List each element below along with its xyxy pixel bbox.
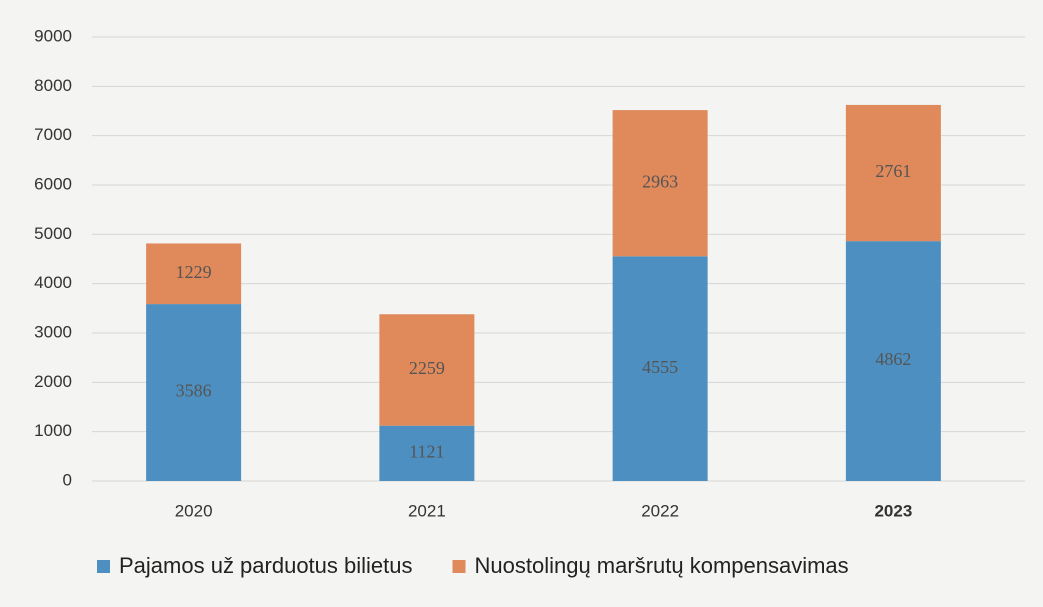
- bar-segment: [146, 243, 242, 305]
- y-tick-label: 1000: [34, 421, 72, 440]
- y-tick-label: 3000: [34, 322, 72, 341]
- bar-segment: [379, 425, 475, 481]
- y-tick-label: 2000: [34, 372, 72, 391]
- legend-swatch: [97, 560, 110, 573]
- bar-segment: [379, 314, 475, 426]
- data-label: 2963: [642, 171, 678, 191]
- x-tick-label: 2021: [408, 501, 446, 520]
- data-label: 1229: [176, 262, 212, 282]
- y-tick-label: 4000: [34, 273, 72, 292]
- data-label: 4862: [875, 349, 911, 369]
- y-tick-label: 7000: [34, 125, 72, 144]
- legend-swatch: [452, 560, 466, 573]
- bar-segment: [845, 104, 941, 242]
- bar-segment: [146, 304, 242, 481]
- y-tick-label: 9000: [34, 26, 72, 45]
- bar-segment: [612, 110, 708, 257]
- y-tick-label: 5000: [34, 224, 72, 243]
- y-tick-label: 8000: [34, 76, 72, 95]
- legend-label: Nuostolingų maršrutų kompensavimas: [475, 553, 849, 578]
- data-label: 2259: [409, 358, 445, 378]
- y-tick-label: 6000: [34, 174, 72, 193]
- bar-segment: [612, 256, 708, 481]
- data-label: 4555: [642, 357, 678, 377]
- data-label: 1121: [409, 441, 444, 461]
- y-tick-label: 0: [63, 470, 72, 489]
- x-tick-label: 2020: [175, 501, 213, 520]
- bar-segment: [845, 241, 941, 481]
- x-tick-label: 2022: [641, 501, 679, 520]
- data-label: 3586: [176, 381, 212, 401]
- data-label: 2761: [875, 161, 911, 181]
- x-tick-label: 2023: [874, 501, 912, 520]
- legend-label: Pajamos už parduotus bilietus: [119, 553, 413, 578]
